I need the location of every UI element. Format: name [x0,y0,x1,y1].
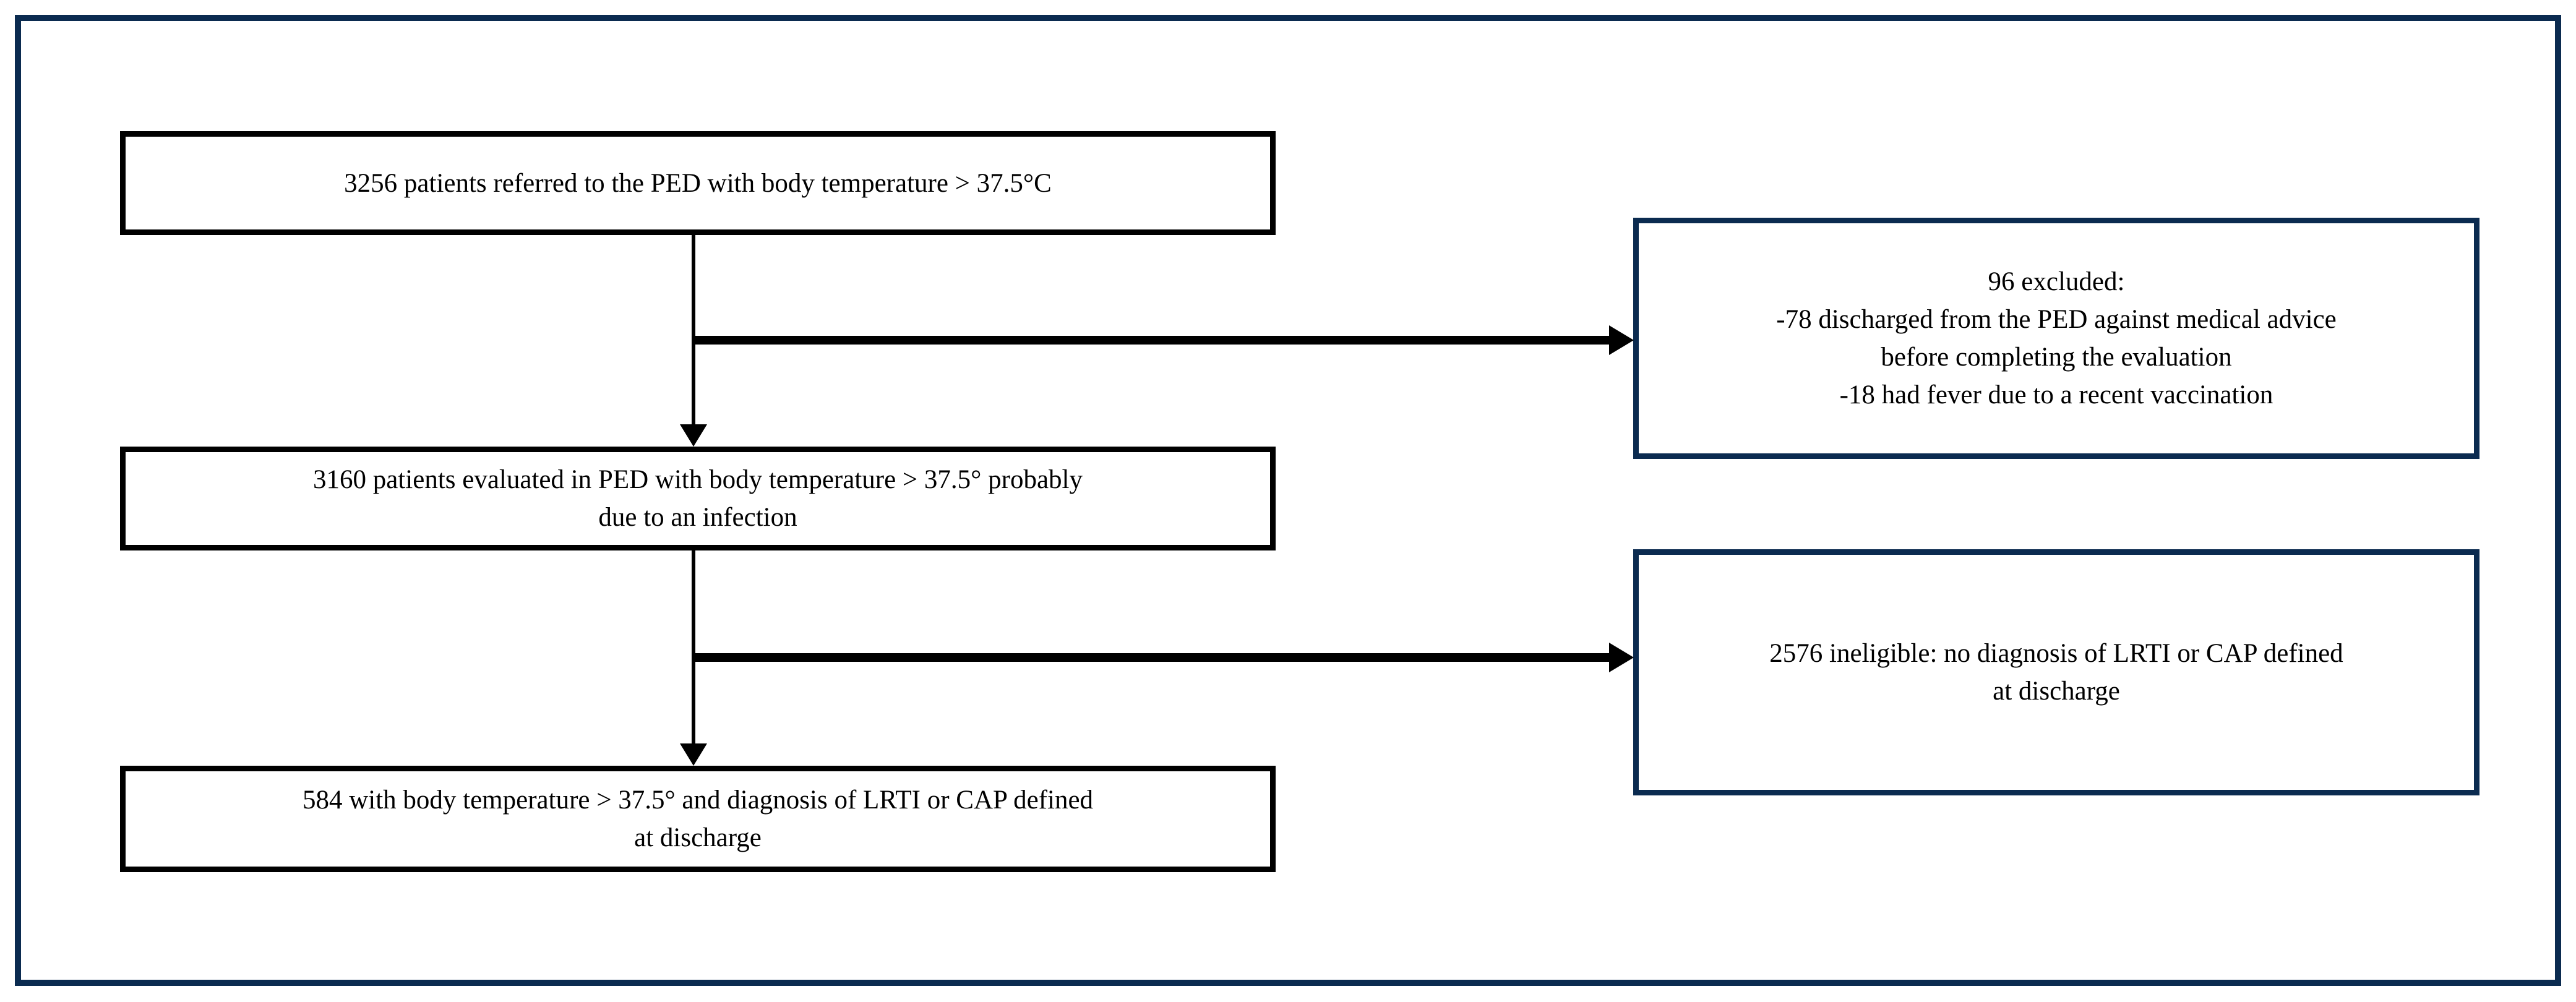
arrow-down-icon [680,424,707,447]
arrow-branch-to-ineligible-line [693,653,1610,662]
box-patients-final-text-line1: 584 with body temperature > 37.5° and di… [302,786,1094,815]
box-excluded-text-line1: 96 excluded: [1988,267,2125,296]
box-patients-evaluated: 3160 patients evaluated in PED with body… [120,447,1276,550]
box-excluded-text-line4: -18 had fever due to a recent vaccinatio… [1839,380,2273,409]
box-ineligible-text-line2: at discharge [1993,677,2120,706]
box-patients-referred-text: 3256 patients referred to the PED with b… [344,168,1052,198]
arrow-evaluated-to-final-line [692,550,695,750]
arrow-right-icon [1609,643,1634,672]
box-excluded: 96 excluded: -78 discharged from the PED… [1633,218,2479,459]
box-patients-referred: 3256 patients referred to the PED with b… [120,131,1276,235]
arrow-branch-to-excluded-line [693,336,1610,345]
box-patients-evaluated-text-line2: due to an infection [598,503,797,532]
box-ineligible-text-line1: 2576 ineligible: no diagnosis of LRTI or… [1769,639,2343,668]
box-ineligible: 2576 ineligible: no diagnosis of LRTI or… [1633,549,2479,795]
box-excluded-text-line3: before completing the evaluation [1881,343,2232,372]
box-patients-final: 584 with body temperature > 37.5° and di… [120,766,1276,872]
arrow-right-icon [1609,325,1634,355]
figure-outer-border [15,15,2561,986]
box-excluded-text-line2: -78 discharged from the PED against medi… [1776,305,2337,334]
arrow-down-icon [680,743,707,766]
box-patients-evaluated-text-line1: 3160 patients evaluated in PED with body… [313,465,1083,494]
box-patients-final-text-line2: at discharge [634,823,762,852]
arrow-referred-to-evaluated-line [692,235,695,430]
